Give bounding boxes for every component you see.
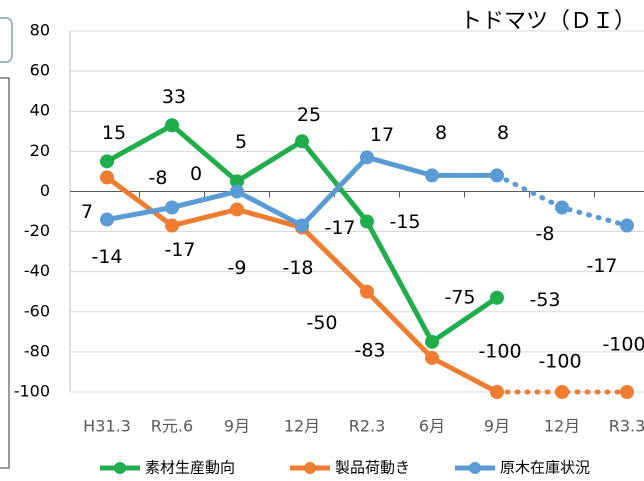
data-label: -53: [529, 289, 560, 311]
x-tick-label: 12月: [284, 417, 320, 436]
data-label: 17: [370, 124, 394, 146]
marker: [100, 212, 114, 227]
data-label: -9: [228, 257, 247, 279]
y-tick-label: -20: [24, 221, 50, 240]
x-tick-label: 9月: [224, 417, 250, 436]
data-label: 8: [435, 122, 447, 144]
legend-label: 製品荷動き: [335, 459, 410, 477]
data-label: -75: [444, 286, 475, 308]
legend-marker: [304, 462, 316, 474]
x-tick-label: R3.3: [609, 417, 644, 436]
data-label: 0: [190, 163, 202, 185]
marker: [360, 214, 374, 229]
data-label: 15: [102, 122, 126, 144]
marker: [295, 218, 309, 233]
data-label: -14: [91, 246, 122, 268]
data-label: -50: [306, 312, 337, 334]
marker: [490, 385, 504, 399]
y-tick-label: 60: [30, 61, 50, 80]
marker: [555, 385, 569, 399]
marker: [425, 334, 439, 349]
x-tick-label: 9月: [484, 417, 510, 436]
legend-label: 素材生産動向: [145, 459, 235, 477]
data-label: -83: [354, 339, 385, 361]
data-label: 7: [81, 201, 93, 223]
marker: [620, 385, 634, 399]
marker: [165, 200, 179, 215]
y-tick-label: -100: [14, 382, 50, 401]
y-tick-label: 20: [30, 141, 50, 160]
data-label: 5: [235, 131, 247, 153]
data-label: -100: [602, 334, 644, 356]
data-label: -100: [478, 341, 521, 363]
x-tick-label: 12月: [544, 417, 580, 436]
y-tick-label: -60: [24, 301, 50, 320]
marker: [230, 184, 244, 199]
marker: [165, 218, 179, 233]
y-tick-label: -80: [24, 341, 50, 360]
data-label: 25: [297, 104, 321, 126]
marker: [490, 168, 504, 183]
y-tick-label: 40: [30, 101, 50, 120]
data-label: 8: [497, 122, 509, 144]
data-label: -17: [164, 239, 195, 261]
marker: [100, 170, 114, 185]
data-label: -100: [538, 351, 581, 373]
chart-title: トドマツ（ＤＩ）: [460, 9, 636, 34]
x-tick-label: H31.3: [83, 417, 131, 436]
y-tick-label: 0: [40, 181, 50, 200]
legend-label: 原木在庫状況: [500, 459, 590, 477]
marker: [100, 154, 114, 169]
legend-marker: [114, 462, 126, 474]
x-tick-label: 6月: [419, 417, 445, 436]
data-label: -17: [324, 217, 355, 239]
data-label: -17: [586, 255, 617, 277]
marker: [360, 284, 374, 299]
y-tick-label: -40: [24, 261, 50, 280]
marker: [230, 174, 244, 189]
marker: [490, 290, 504, 305]
data-label: -8: [536, 223, 555, 245]
marker: [165, 118, 179, 133]
data-label: -18: [282, 257, 313, 279]
marker: [555, 200, 569, 215]
marker: [230, 202, 244, 217]
line-dashed: [494, 172, 630, 229]
marker: [425, 168, 439, 183]
legend-marker: [469, 462, 481, 474]
marker: [360, 150, 374, 165]
y-tick-label: 80: [30, 21, 50, 40]
data-label: 33: [162, 86, 186, 108]
side-panel-button: [0, 17, 13, 63]
data-label: -15: [389, 211, 420, 233]
x-tick-label: R元.6: [151, 417, 193, 436]
marker: [620, 218, 634, 233]
data-label: -8: [149, 167, 168, 189]
side-panel: [0, 77, 10, 469]
x-tick-label: R2.3: [349, 417, 386, 436]
marker: [425, 350, 439, 365]
marker: [295, 134, 309, 149]
